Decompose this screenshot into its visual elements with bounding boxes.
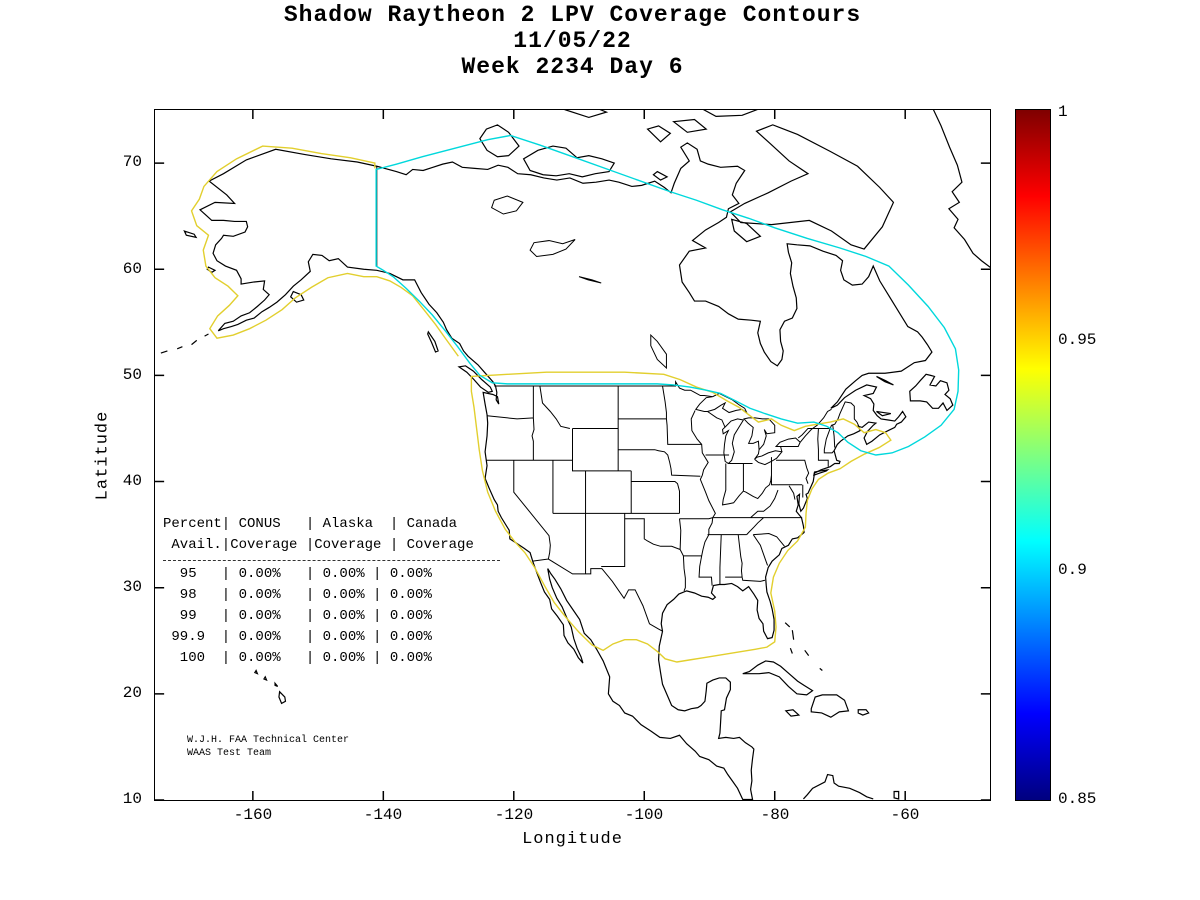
- mainland-coastline-path: [200, 143, 932, 800]
- colorbar-tick-label-1: 0.95: [1058, 331, 1097, 349]
- x-tick-label-3: -100: [624, 806, 664, 824]
- attribution-line-2: WAAS Test Team: [187, 748, 272, 759]
- coverage-table-header-2: Avail.|Coverage |Coverage | Coverage: [163, 537, 474, 553]
- y-axis-label: Latitude: [93, 410, 113, 501]
- attribution: W.J.H. FAA Technical Center WAAS Test Te…: [187, 734, 349, 760]
- coverage-table-separator: [163, 560, 500, 561]
- colorbar-tick-label-0: 1: [1058, 103, 1068, 121]
- y-tick-label-3: 40: [122, 472, 142, 490]
- y-tick-label-2: 50: [122, 366, 142, 384]
- colorbar-tick-label-2: 0.9: [1058, 561, 1087, 579]
- x-axis-label: Longitude: [522, 830, 623, 849]
- axis-tick-marks: [155, 110, 990, 800]
- y-tick-label-0: 70: [122, 153, 142, 171]
- y-tick-label-6: 10: [122, 790, 142, 808]
- title-line-2: 11/05/22: [513, 28, 632, 54]
- islands-path: [161, 110, 953, 799]
- title-line-3: Week 2234 Day 6: [461, 54, 684, 80]
- contour-090-path: [376, 135, 959, 455]
- x-tick-label-4: -80: [760, 806, 790, 824]
- coverage-table-row-99-9: 99.9 | 0.00% | 0.00% | 0.00%: [163, 629, 432, 645]
- x-tick-label-1: -140: [363, 806, 403, 824]
- coverage-table-row-95: 95 | 0.00% | 0.00% | 0.00%: [163, 566, 432, 582]
- title-line-1: Shadow Raytheon 2 LPV Coverage Contours: [283, 2, 862, 28]
- north-america-map: [155, 110, 990, 800]
- coverage-table-row-98: 98 | 0.00% | 0.00% | 0.00%: [163, 587, 432, 603]
- x-tick-label-2: -120: [494, 806, 534, 824]
- y-tick-label-1: 60: [122, 260, 142, 278]
- coverage-table-row-100: 100 | 0.00% | 0.00% | 0.00%: [163, 650, 432, 666]
- y-tick-label-5: 20: [122, 684, 142, 702]
- coverage-table-row-99: 99 | 0.00% | 0.00% | 0.00%: [163, 608, 432, 624]
- plot-title: Shadow Raytheon 2 LPV Coverage Contours …: [155, 2, 990, 80]
- coverage-table: Percent| CONUS | Alaska | Canada Avail.|…: [163, 514, 500, 669]
- colorbar: [1015, 109, 1051, 801]
- x-tick-label-5: -60: [890, 806, 920, 824]
- y-tick-label-4: 30: [122, 578, 142, 596]
- coverage-table-header-1: Percent| CONUS | Alaska | Canada: [163, 516, 458, 532]
- attribution-line-1: W.J.H. FAA Technical Center: [187, 735, 350, 746]
- x-tick-label-0: -160: [233, 806, 273, 824]
- colorbar-tick-label-3: 0.85: [1058, 790, 1097, 808]
- contour-095-path: [192, 146, 891, 662]
- map-plot-area: [154, 109, 991, 801]
- greenland-coast-path: [933, 110, 990, 268]
